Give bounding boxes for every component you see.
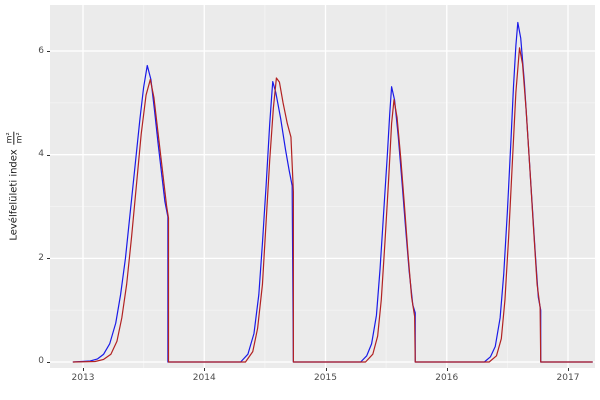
y-tick-mark [47, 154, 50, 156]
y-axis-fraction-numerator: m² [4, 131, 15, 145]
y-tick-mark [47, 361, 50, 363]
y-tick-label: 6 [38, 45, 44, 56]
y-tick-mark [47, 258, 50, 260]
x-tick-label: 2016 [435, 373, 459, 383]
y-tick-mark [47, 51, 50, 53]
y-axis-title: Levélfelületi index m² m² [4, 131, 24, 241]
x-tick-mark [446, 368, 448, 371]
y-tick-label: 2 [38, 252, 44, 263]
y-axis-fraction-denominator: m² [14, 132, 24, 144]
y-axis-title-text: Levélfelületi index [8, 149, 20, 241]
series-red [72, 47, 593, 363]
x-tick-mark [204, 368, 206, 371]
x-tick-label: 2013 [71, 373, 95, 383]
y-tick-label: 4 [38, 149, 44, 160]
x-tick-mark [325, 368, 327, 371]
x-tick-label: 2015 [314, 373, 337, 383]
panel-background [50, 5, 595, 368]
x-tick-label: 2014 [192, 373, 216, 383]
y-axis-title-fraction: m² m² [4, 131, 24, 145]
plot-panel [50, 5, 595, 368]
x-tick-mark [568, 368, 569, 371]
x-tick-label: 2017 [556, 373, 580, 383]
plot-svg [50, 5, 595, 368]
y-tick-label: 0 [38, 356, 44, 367]
x-tick-mark [83, 368, 84, 371]
